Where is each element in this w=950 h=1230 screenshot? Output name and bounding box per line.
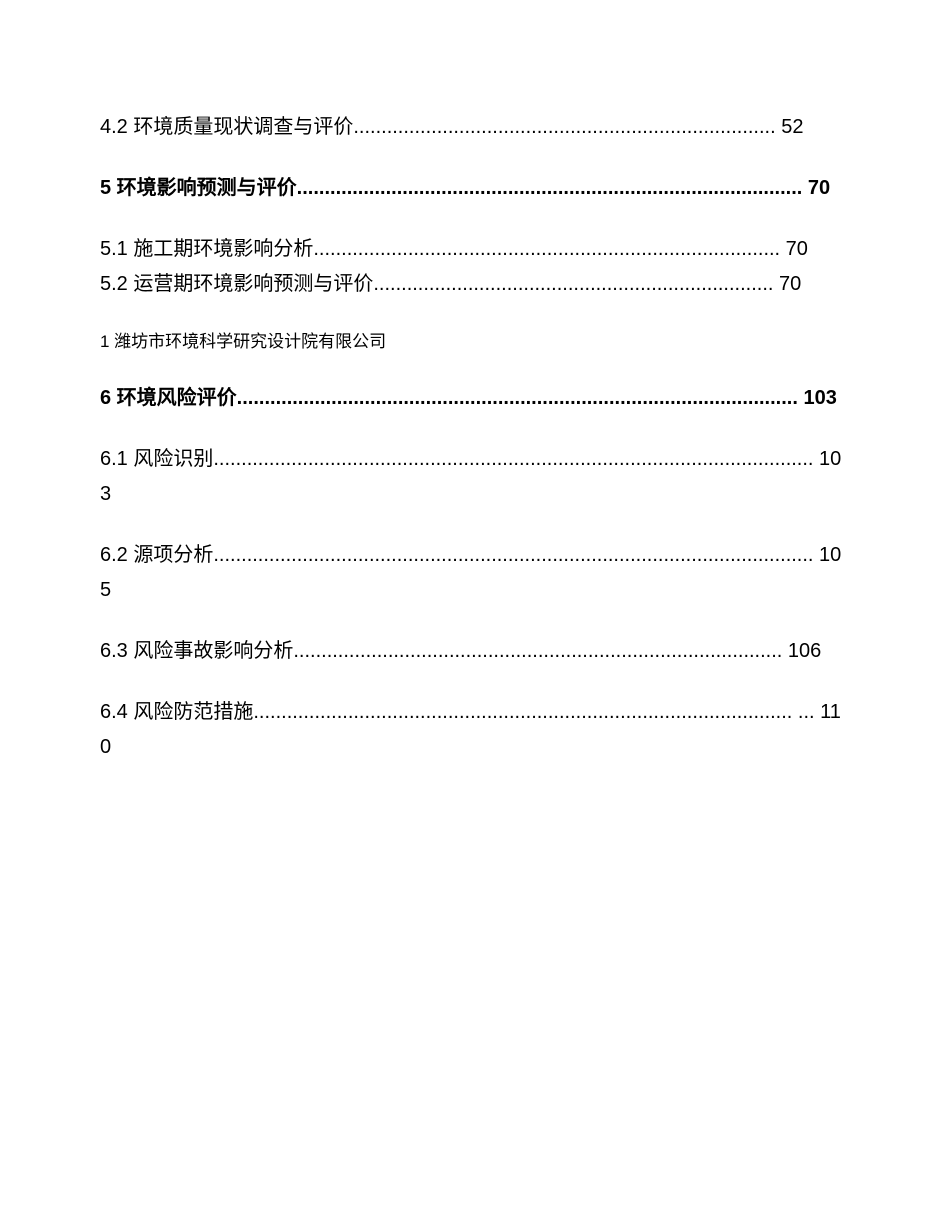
toc-entry-6: 6 环境风险评价................................…: [100, 381, 850, 416]
toc-container: 4.2 环境质量现状调查与评价.........................…: [100, 110, 850, 765]
toc-subgroup-5: 5.1 施工期环境影响分析...........................…: [100, 232, 850, 302]
toc-text: 6 环境风险评价................................…: [100, 387, 837, 409]
toc-text: 6.2 源项分析................................…: [100, 544, 841, 601]
toc-entry-5-2: 5.2 运营期环境影响预测与评价........................…: [100, 267, 850, 302]
toc-entry-5: 5 环境影响预测与评价.............................…: [100, 171, 850, 206]
toc-text: 5.1 施工期环境影响分析...........................…: [100, 238, 808, 260]
toc-entry-6-4: 6.4 风险防范措施..............................…: [100, 695, 850, 765]
footer-text: 1 潍坊市环境科学研究设计院有限公司: [100, 332, 386, 351]
toc-text: 4.2 环境质量现状调查与评价.........................…: [100, 116, 803, 138]
toc-text: 5 环境影响预测与评价.............................…: [100, 177, 830, 199]
toc-text: 6.1 风险识别................................…: [100, 448, 841, 505]
toc-text: 6.4 风险防范措施..............................…: [100, 701, 841, 758]
toc-entry-5-1: 5.1 施工期环境影响分析...........................…: [100, 232, 850, 267]
toc-entry-6-2: 6.2 源项分析................................…: [100, 538, 850, 608]
toc-entry-6-1: 6.1 风险识别................................…: [100, 442, 850, 512]
toc-text: 5.2 运营期环境影响预测与评价........................…: [100, 273, 801, 295]
toc-entry-6-3: 6.3 风险事故影响分析............................…: [100, 634, 850, 669]
footer-note: 1 潍坊市环境科学研究设计院有限公司: [100, 328, 850, 355]
toc-text: 6.3 风险事故影响分析............................…: [100, 640, 821, 662]
toc-entry-4-2: 4.2 环境质量现状调查与评价.........................…: [100, 110, 850, 145]
